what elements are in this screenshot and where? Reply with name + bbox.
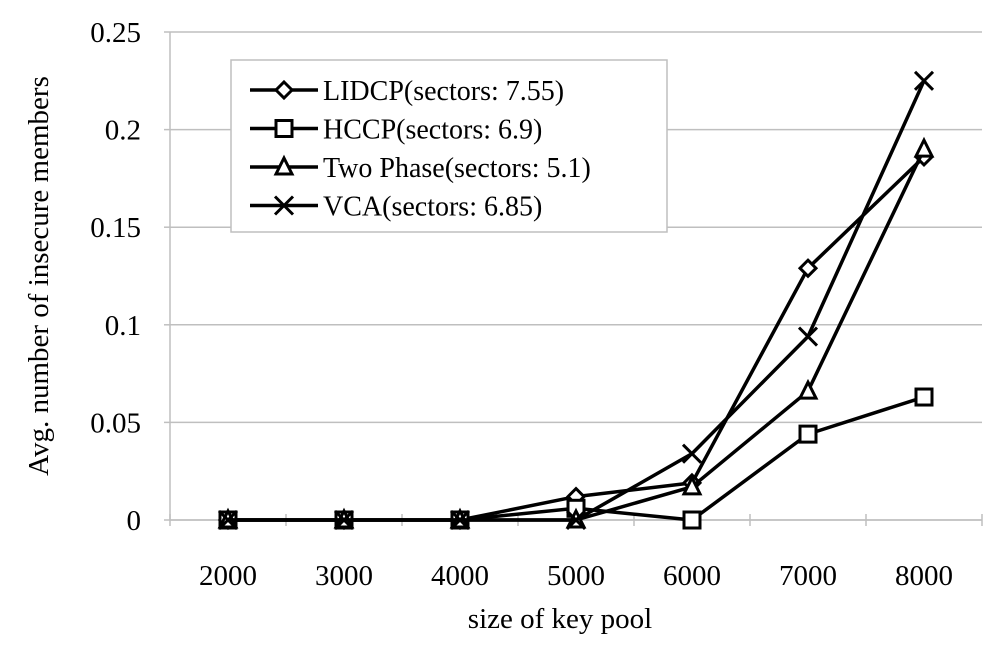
y-axis-tick-labels: 0 0.05 0.1 0.15 0.2 0.25 (90, 17, 141, 537)
triangle-marker (797, 378, 819, 400)
y-tick-label: 0.25 (90, 17, 141, 49)
diamond-marker (797, 258, 819, 279)
x-marker (217, 509, 239, 531)
y-tick-label: 0.15 (90, 212, 141, 244)
x-marker (273, 195, 295, 216)
series-square (218, 387, 934, 530)
square-marker (798, 424, 818, 444)
x-tick-label: 5000 (547, 560, 605, 592)
legend-item: HCCP(sectors: 6.9) (250, 115, 542, 146)
x-marker (681, 443, 703, 464)
x-tick-label: 6000 (663, 560, 721, 592)
series-x (217, 70, 935, 531)
square-marker (274, 119, 294, 138)
x-axis-title: size of key pool (468, 603, 652, 635)
x-marker (449, 509, 471, 531)
legend-label: LIDCP(sectors: 7.55) (323, 76, 564, 107)
x-tick-label: 4000 (431, 560, 489, 592)
triangle-marker (913, 136, 935, 158)
x-tick-label: 7000 (779, 560, 837, 592)
square-marker (682, 510, 702, 530)
legend-item: LIDCP(sectors: 7.55) (250, 76, 564, 107)
y-tick-label: 0.05 (90, 407, 141, 439)
data-series (217, 70, 935, 531)
x-marker (565, 509, 587, 531)
y-tick-label: 0.2 (105, 115, 141, 147)
legend-item: VCA(sectors: 6.85) (250, 192, 542, 223)
y-tick-label: 0.1 (105, 310, 141, 342)
x-marker (797, 326, 819, 347)
legend-label: VCA(sectors: 6.85) (323, 192, 542, 223)
legend-label: Two Phase(sectors: 5.1) (323, 153, 591, 184)
x-marker (913, 70, 935, 91)
x-tick-label: 3000 (315, 560, 373, 592)
y-axis-title: Avg. number of insecure members (23, 76, 55, 476)
legend: LIDCP(sectors: 7.55) HCCP(sectors: 6.9) Tw… (230, 59, 668, 233)
x-tick-label: 8000 (895, 560, 953, 592)
x-marker (333, 509, 355, 531)
x-axis-tick-labels: 2000 3000 4000 5000 6000 7000 8000 (199, 560, 953, 592)
x-tick-label: 2000 (199, 560, 257, 592)
triangle-marker (681, 474, 703, 496)
diamond-marker (273, 79, 295, 101)
square-marker (914, 387, 934, 407)
triangle-marker (273, 154, 295, 176)
y-tick-label: 0 (127, 505, 142, 537)
legend-label: HCCP(sectors: 6.9) (323, 115, 542, 146)
legend-item: Two Phase(sectors: 5.1) (250, 153, 591, 184)
